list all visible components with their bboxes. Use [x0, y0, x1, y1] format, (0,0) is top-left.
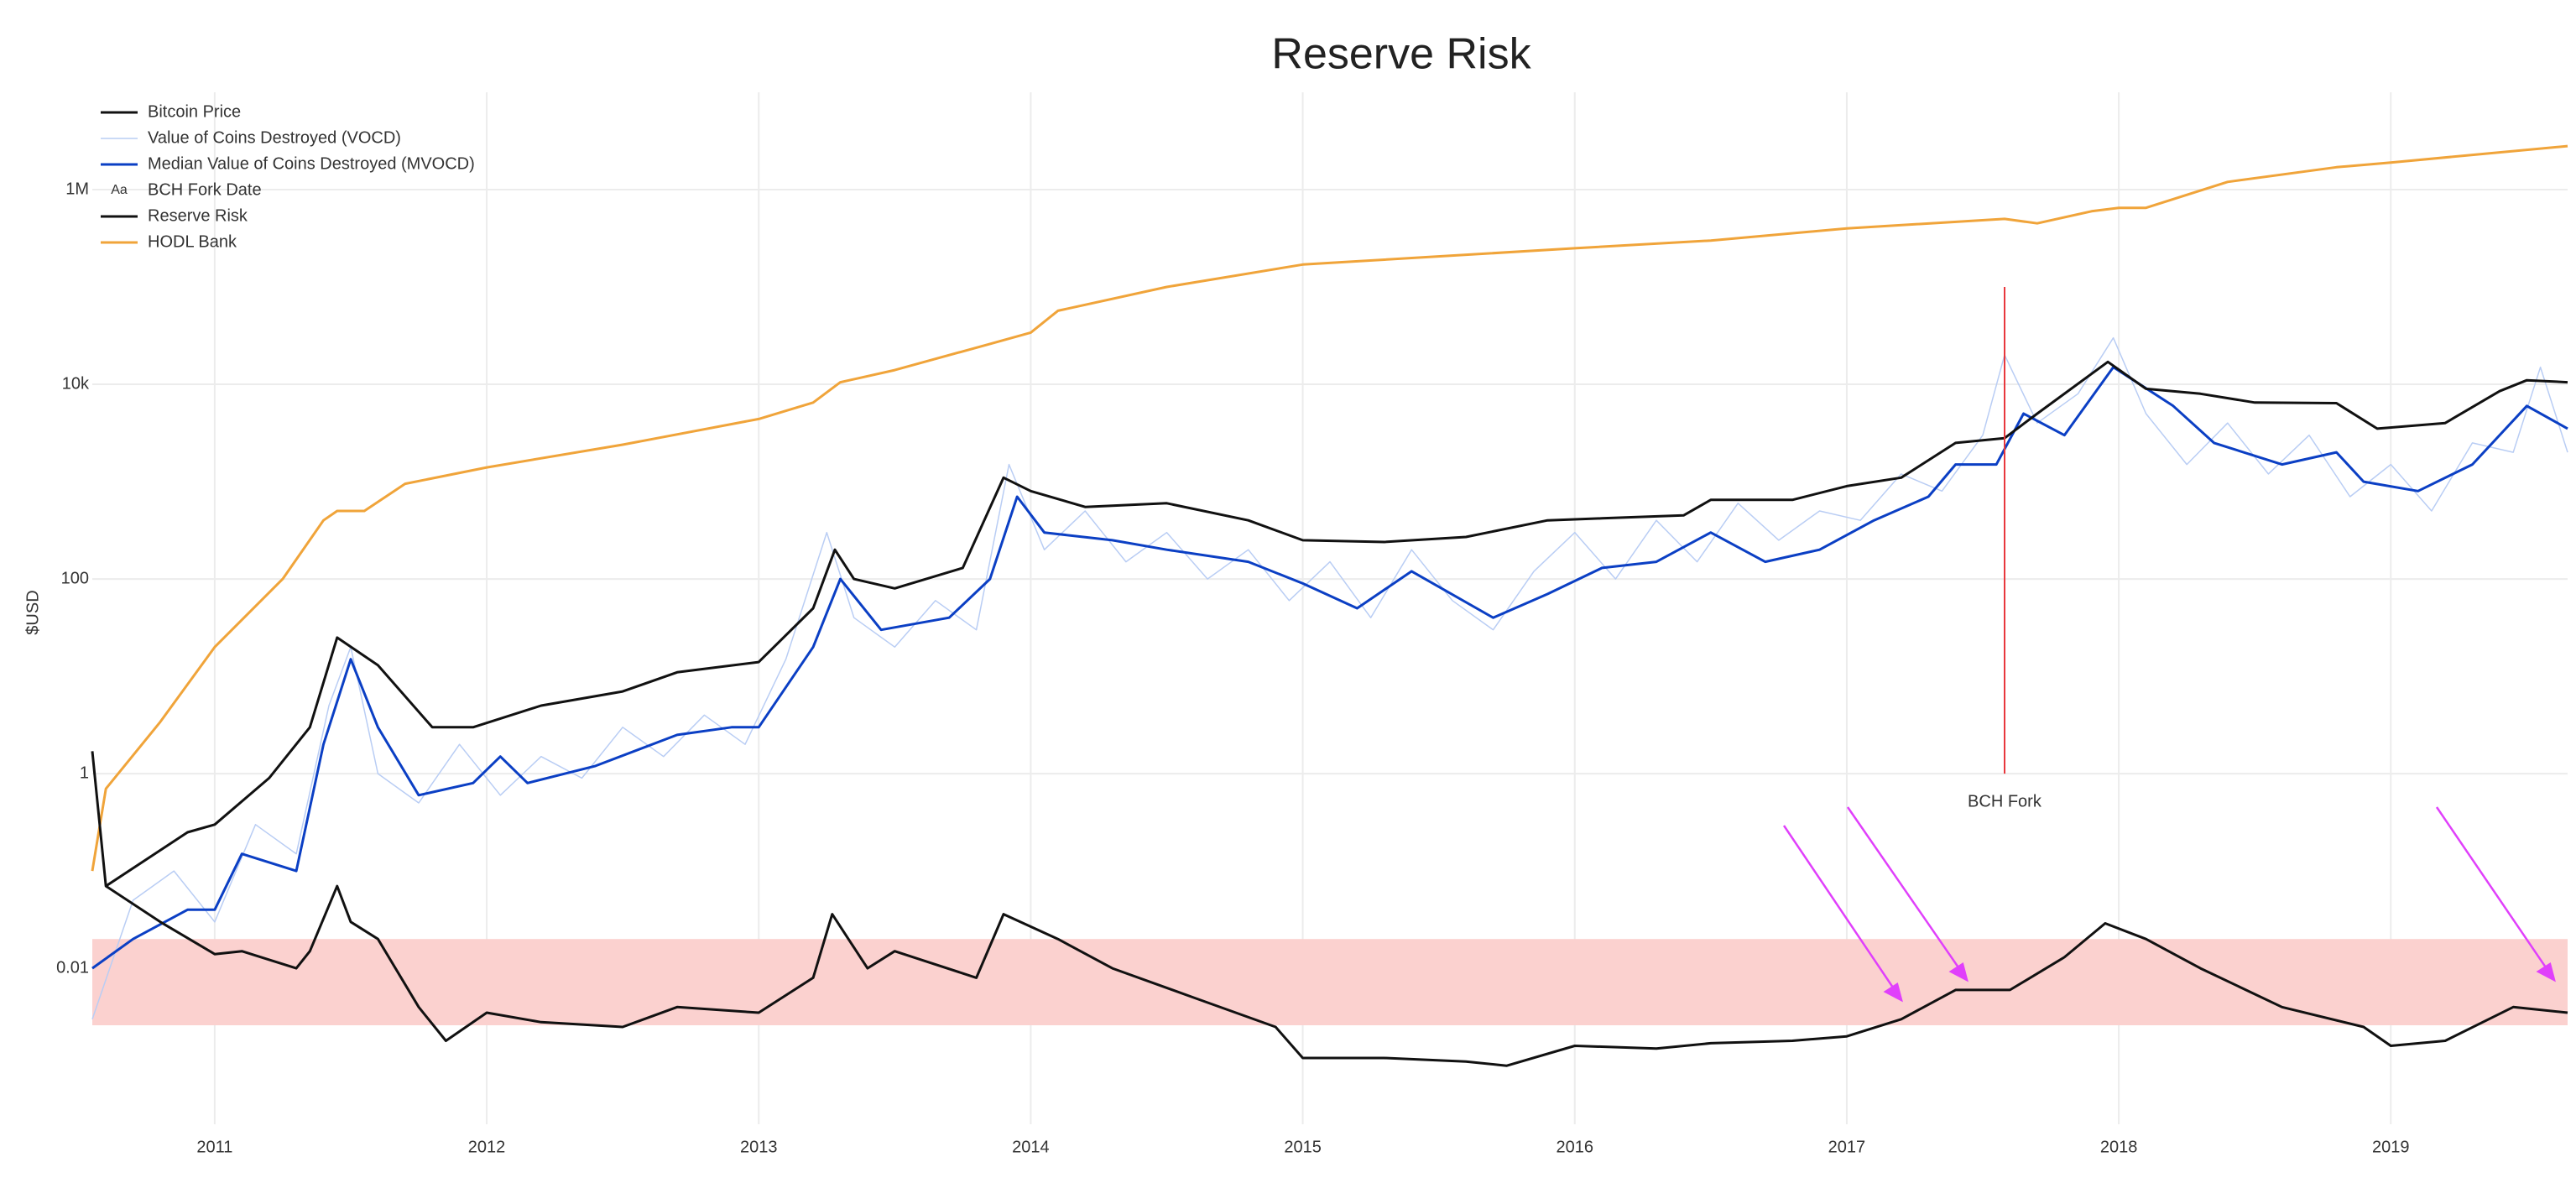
legend-symbol: Aa [111, 183, 128, 197]
series-line [91, 336, 2568, 1020]
chart-title: Reserve Risk [1271, 30, 1531, 79]
legend-label: Reserve Risk [148, 206, 248, 225]
arrow-head [2536, 962, 2556, 982]
legend-label: BCH Fork Date [148, 180, 262, 199]
y-axis-label: $USD [23, 590, 42, 634]
x-tick-label: 2013 [740, 1138, 778, 1156]
x-tick-label: 2019 [2372, 1138, 2410, 1156]
series-line [91, 751, 2568, 1067]
x-tick-label: 2011 [196, 1138, 232, 1156]
arrow-head [1948, 962, 1969, 982]
legend-label: HODL Bank [148, 232, 237, 251]
y-tick-label: 1M [65, 180, 89, 198]
shaded-band [92, 939, 2568, 1026]
x-tick-label: 2014 [1012, 1138, 1050, 1156]
line-layer [91, 144, 2568, 1067]
y-tick-label: 10k [62, 374, 90, 393]
y-tick-label: 0.01 [56, 958, 89, 977]
y-tick-label: 100 [61, 569, 89, 587]
arrow-head [1883, 982, 1903, 1003]
x-tick-label: 2018 [2100, 1138, 2138, 1156]
legend: Bitcoin Price Value of Coins Destroyed (V… [101, 102, 475, 251]
arrow [2435, 806, 2549, 971]
band-layer [92, 939, 2568, 1026]
series-line [91, 144, 2568, 872]
legend-label: Median Value of Coins Destroyed (MVOCD) [148, 154, 475, 173]
legend-label: Value of Coins Destroyed (VOCD) [148, 128, 401, 147]
y-tick-label: 1 [80, 763, 89, 782]
x-tick-label: 2015 [1284, 1138, 1322, 1156]
legend-label: Bitcoin Price [148, 102, 241, 121]
annotation: BCH Fork [1968, 792, 2042, 810]
label-layer: 0.01 1 100 10k 1M 2011 2012 2013 2014 2015 2016 201… [56, 180, 2409, 1156]
x-tick-label: 2012 [468, 1138, 506, 1156]
x-tick-label: 2016 [1557, 1138, 1594, 1156]
x-tick-label: 2017 [1828, 1138, 1866, 1156]
series-line [105, 360, 2568, 888]
arrow [1846, 806, 1962, 971]
arrows [1782, 806, 2556, 1003]
arrow [1782, 825, 1896, 991]
